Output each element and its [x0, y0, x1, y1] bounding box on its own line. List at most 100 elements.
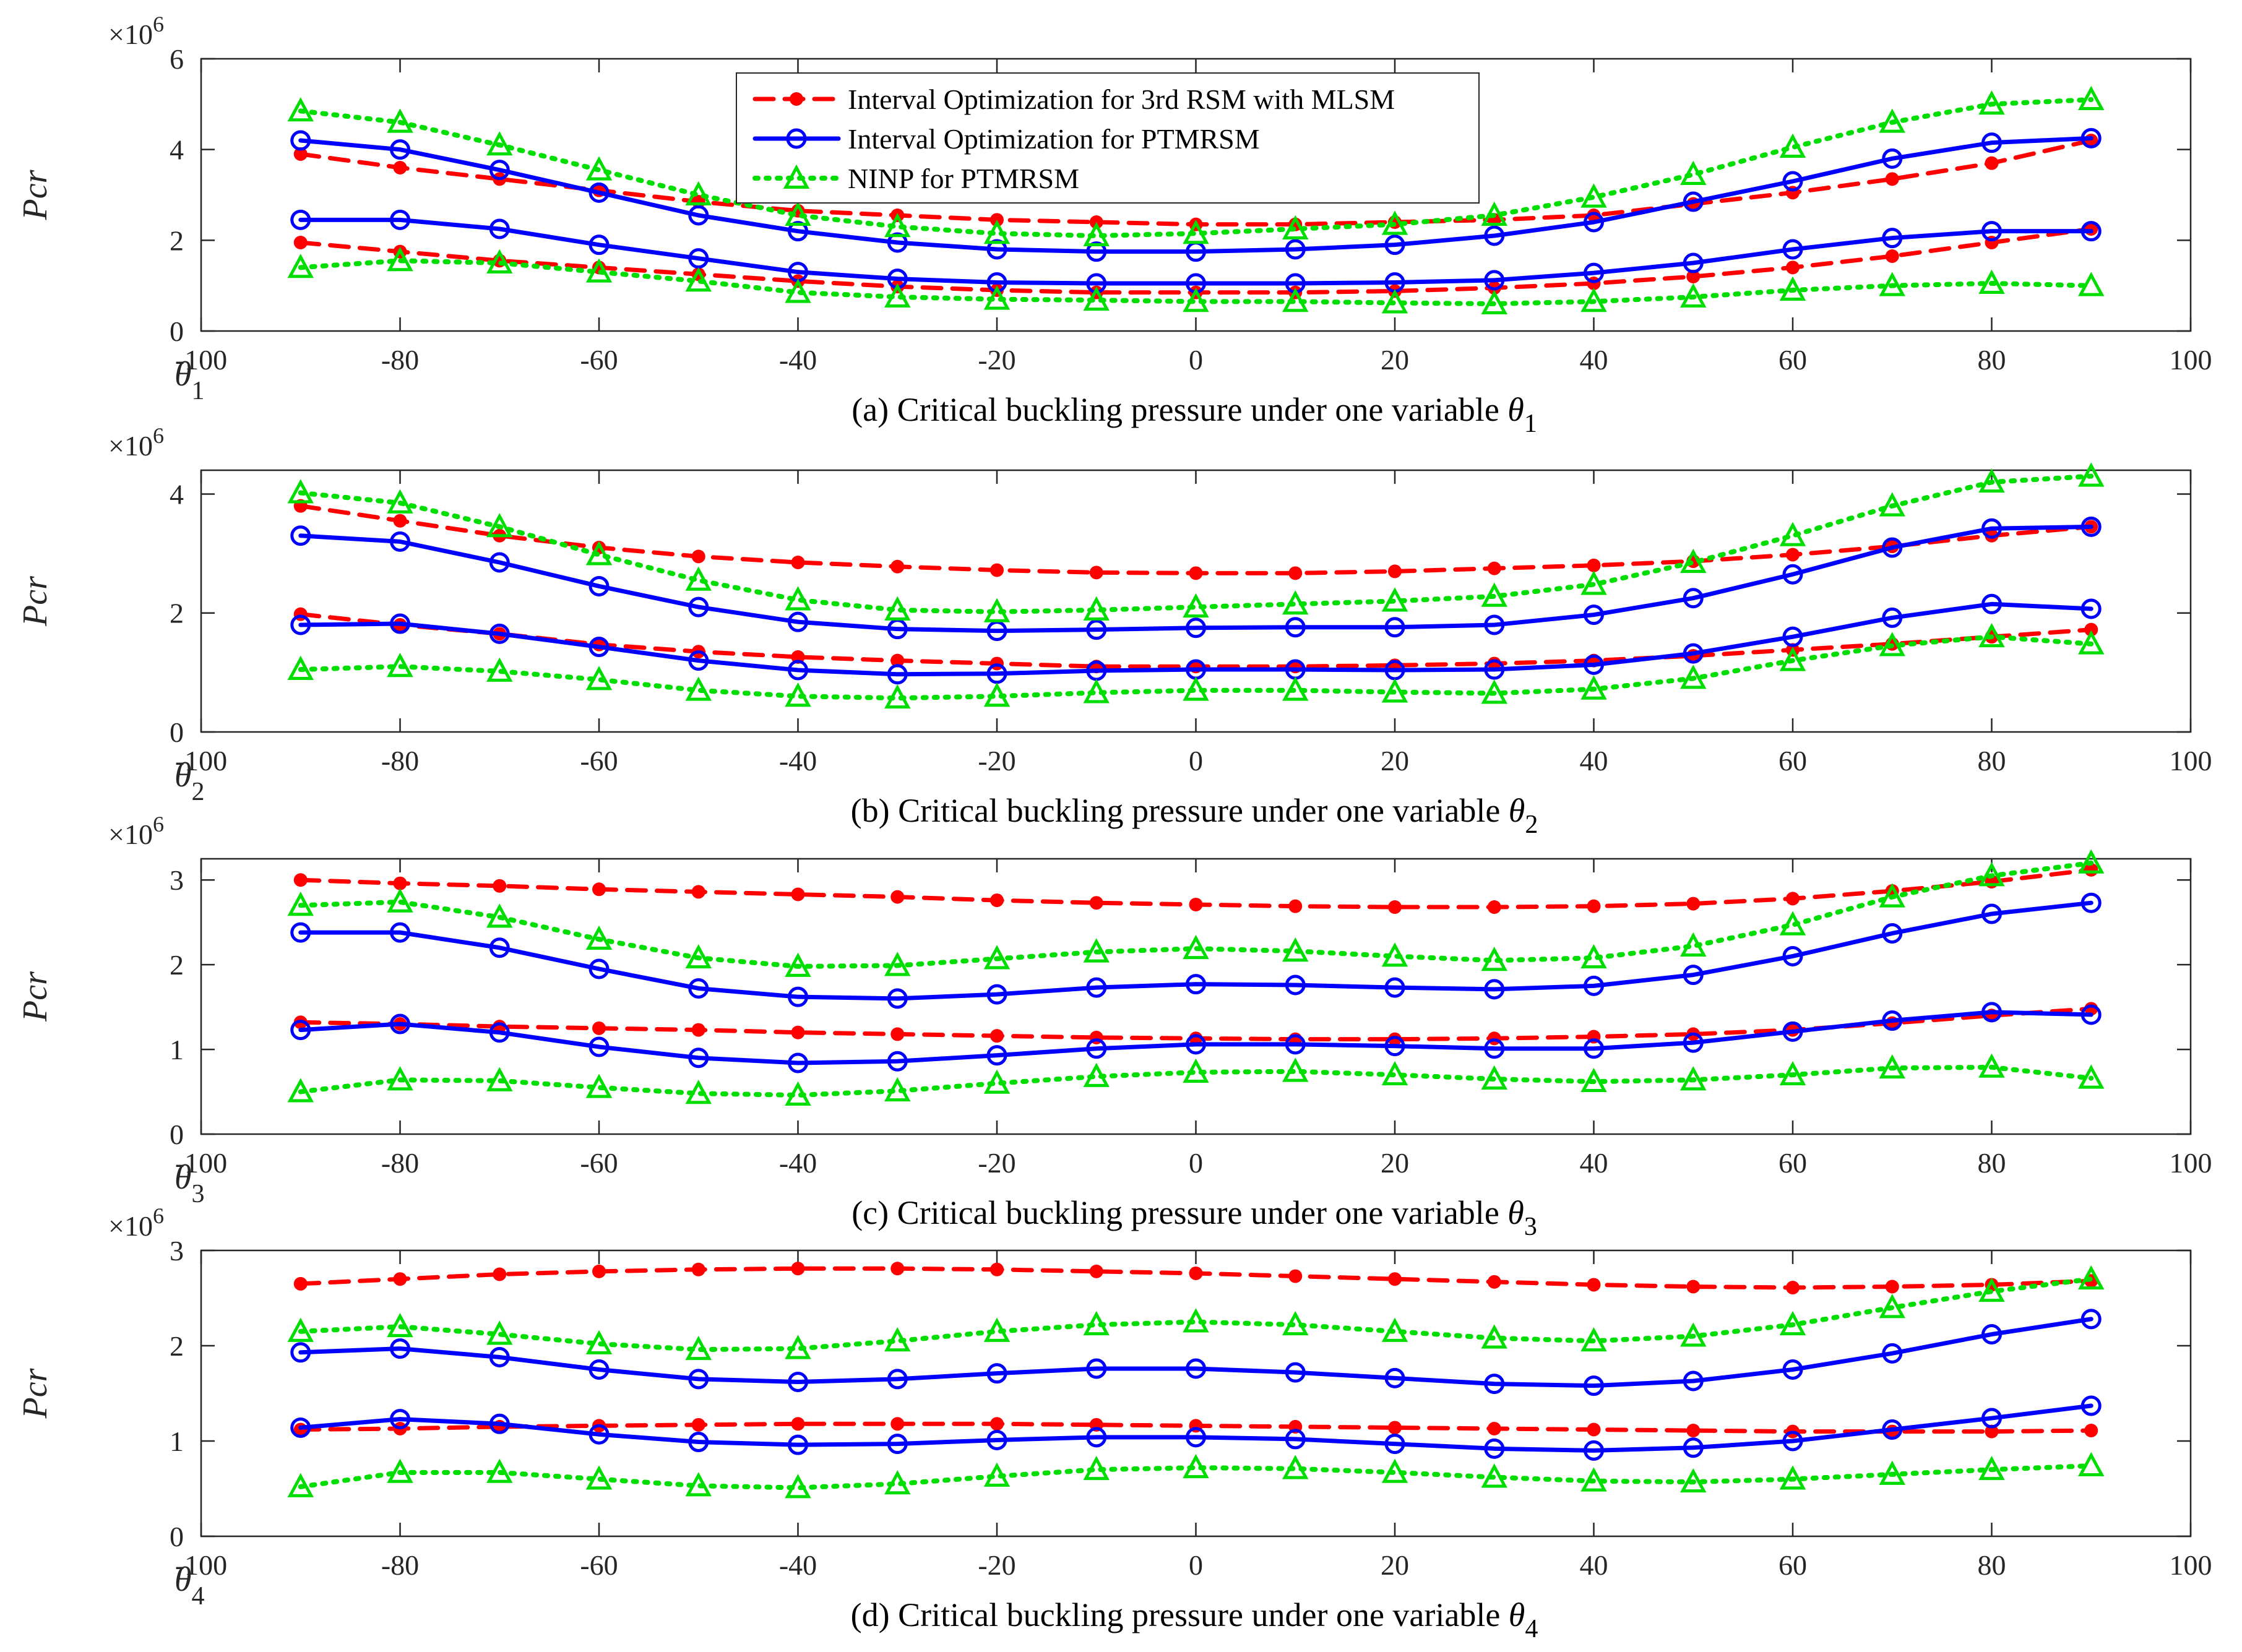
- data-point: [688, 1048, 709, 1069]
- data-point: [2080, 516, 2102, 537]
- data-point: [1786, 892, 1800, 906]
- data-point: [1186, 1358, 1206, 1379]
- data-point: [387, 247, 413, 272]
- plot-area: [200, 469, 2192, 733]
- data-point: [685, 944, 712, 969]
- data-point: [1587, 1422, 1601, 1437]
- data-point: [983, 598, 1011, 622]
- data-point: [785, 586, 811, 611]
- data-point: [1381, 942, 1408, 967]
- data-point: [1879, 1054, 1905, 1079]
- data-point: [887, 232, 908, 253]
- y-axis-label: Pcr: [16, 576, 54, 627]
- x-tick-label: -60: [580, 1549, 618, 1581]
- legend: Interval Optimization for 3rd RSM with M…: [736, 72, 1480, 204]
- x-tick-label: -80: [381, 745, 419, 777]
- data-point: [1879, 632, 1905, 656]
- data-point: [887, 664, 908, 685]
- data-point: [1183, 1308, 1209, 1333]
- plot-area: [200, 1249, 2192, 1538]
- y-axis-label: Pcr: [16, 1368, 54, 1419]
- data-point: [983, 220, 1011, 244]
- legend-label-3: NINP for PTMRSM: [848, 163, 1079, 194]
- data-point: [1086, 1427, 1107, 1448]
- data-point: [1282, 215, 1309, 239]
- x-tick-label: 0: [1189, 1147, 1203, 1179]
- data-point: [1879, 1294, 1905, 1319]
- data-point: [2080, 1395, 2102, 1416]
- data-point: [688, 650, 709, 671]
- caption-subscript: 4: [1525, 1615, 1538, 1643]
- x-tick-label: 40: [1580, 745, 1608, 777]
- y-axis-label: Pcr: [16, 170, 54, 220]
- data-point: [1189, 1266, 1203, 1280]
- data-point: [1680, 1322, 1707, 1347]
- data-point: [1481, 679, 1507, 704]
- data-point: [2080, 127, 2102, 148]
- data-point: [290, 130, 311, 151]
- y-tick-label: 2: [170, 1330, 184, 1362]
- data-point: [890, 653, 905, 668]
- data-point: [290, 1417, 311, 1438]
- x-axis-symbol-subscript: 2: [192, 778, 205, 806]
- data-point: [1580, 675, 1607, 700]
- x-tick-label: 80: [1978, 1147, 2006, 1179]
- exponent-base: ×10: [108, 1210, 153, 1242]
- x-tick-label: -100: [175, 344, 227, 376]
- y-tick-label: 2: [170, 225, 184, 256]
- data-point: [1680, 1468, 1707, 1493]
- data-point: [1782, 239, 1803, 260]
- data-point: [290, 209, 311, 230]
- data-point: [1779, 133, 1806, 158]
- x-tick-label: 0: [1189, 745, 1203, 777]
- data-point: [688, 205, 709, 226]
- data-point: [1885, 172, 1899, 186]
- data-point: [592, 1021, 606, 1035]
- legend-marker: [783, 164, 810, 189]
- data-point: [986, 984, 1007, 1005]
- data-point: [1981, 903, 2002, 924]
- data-point: [2078, 462, 2105, 487]
- data-point: [486, 131, 513, 156]
- data-point: [788, 1434, 808, 1455]
- data-point: [1779, 1465, 1806, 1490]
- x-axis-symbol: θ3: [175, 1158, 205, 1208]
- data-point: [1584, 1440, 1604, 1461]
- data-point: [1282, 1057, 1309, 1082]
- data-point: [493, 879, 507, 893]
- data-point: [1885, 249, 1899, 263]
- data-point: [785, 1474, 811, 1499]
- data-point: [884, 213, 911, 238]
- data-point: [2080, 1004, 2102, 1025]
- data-point: [1882, 923, 1903, 944]
- data-point: [1580, 288, 1607, 312]
- data-point: [589, 234, 610, 256]
- data-point: [1083, 938, 1110, 963]
- data-point: [2078, 1452, 2105, 1476]
- data-point: [1580, 1067, 1607, 1093]
- y-exponent-label: ×106: [108, 1203, 164, 1242]
- data-point: [1584, 975, 1604, 996]
- series-line-5: [298, 860, 2094, 969]
- data-point: [884, 596, 911, 621]
- data-point: [1584, 604, 1604, 626]
- series-line-4: [298, 217, 2093, 286]
- x-tick-label: 100: [2170, 1147, 2212, 1179]
- legend-label-2: Interval Optimization for PTMRSM: [848, 123, 1260, 155]
- data-point: [1288, 566, 1303, 580]
- caption-symbol: θ: [1509, 792, 1525, 829]
- series-line-6: [298, 634, 2094, 701]
- data-point: [1487, 1421, 1501, 1435]
- data-point: [1978, 269, 2005, 294]
- data-point: [785, 1081, 811, 1106]
- data-point: [390, 1013, 410, 1035]
- data-point: [585, 666, 613, 690]
- data-point: [1683, 191, 1704, 212]
- data-point: [691, 885, 705, 899]
- x-tick-label: 40: [1580, 1549, 1608, 1581]
- x-axis-symbol: θ2: [175, 756, 205, 806]
- data-point: [1285, 974, 1306, 996]
- data-point: [1580, 1327, 1607, 1352]
- series-line-4: [298, 601, 2093, 677]
- data-point: [1381, 1060, 1408, 1086]
